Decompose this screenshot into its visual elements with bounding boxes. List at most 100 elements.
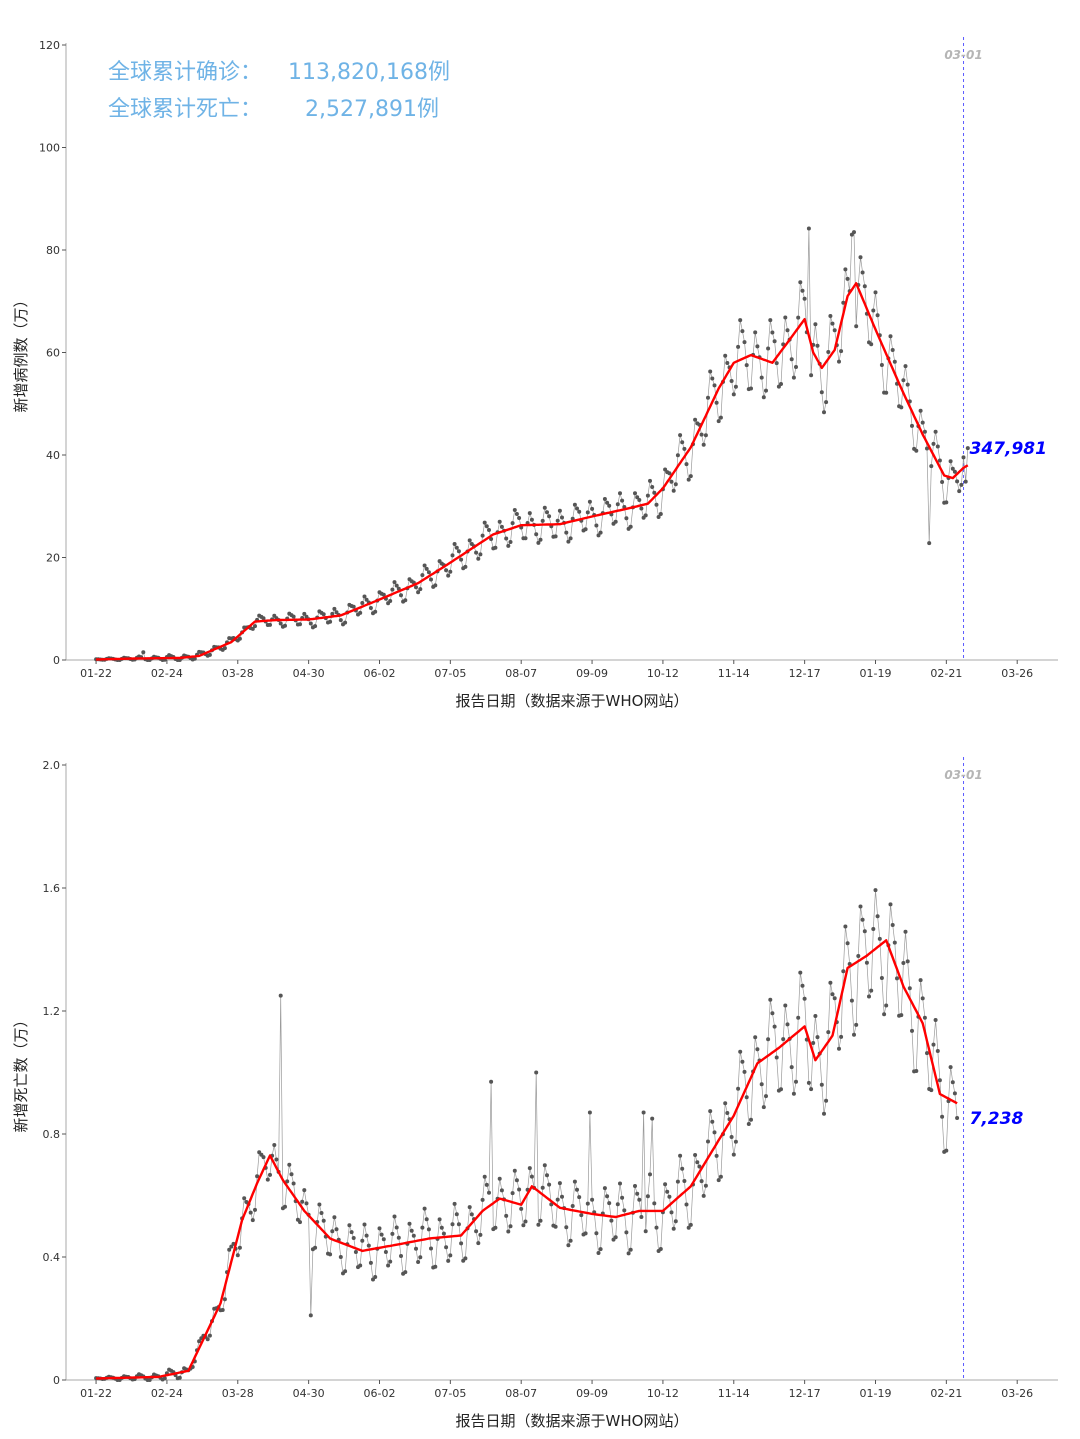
daily-point — [899, 405, 904, 410]
daily-point — [283, 1204, 287, 1209]
daily-point — [338, 618, 343, 623]
daily-point — [564, 1225, 569, 1230]
daily-point — [585, 510, 590, 515]
daily-point — [706, 395, 710, 400]
daily-point — [783, 1003, 788, 1008]
daily-point — [706, 1139, 710, 1144]
daily-point — [877, 936, 882, 941]
daily-point — [298, 622, 302, 627]
daily-point — [572, 502, 577, 507]
daily-point — [540, 1185, 545, 1190]
daily-point — [497, 1176, 502, 1181]
daily-point — [334, 610, 339, 615]
daily-points — [94, 888, 960, 1382]
daily-point — [394, 583, 399, 588]
daily-point — [321, 612, 326, 617]
daily-point — [506, 543, 511, 548]
daily-point — [618, 1181, 622, 1186]
daily-point — [671, 1226, 676, 1231]
daily-point — [283, 623, 287, 628]
daily-point — [918, 408, 923, 413]
daily-point — [832, 996, 837, 1001]
daily-point — [650, 1116, 655, 1121]
daily-point — [950, 466, 955, 471]
daily-point — [351, 604, 356, 609]
daily-point — [682, 1179, 687, 1183]
daily-point — [772, 1024, 777, 1029]
x-tick-label: 10-12 — [647, 667, 679, 680]
daily-point — [587, 1110, 592, 1115]
daily-point — [469, 1212, 474, 1217]
daily-point — [961, 455, 966, 460]
daily-point — [910, 1028, 914, 1033]
daily-point — [648, 478, 652, 483]
daily-point — [605, 500, 610, 505]
daily-point — [862, 929, 867, 934]
daily-point — [542, 1163, 547, 1168]
daily-point — [693, 417, 698, 422]
daily-point — [957, 489, 962, 494]
daily-point — [418, 587, 423, 592]
daily-point — [768, 318, 773, 323]
x-tick-label: 11-14 — [718, 1387, 750, 1400]
daily-point — [785, 1022, 790, 1027]
daily-point — [937, 1078, 942, 1083]
daily-point — [832, 328, 837, 333]
daily-point — [858, 904, 863, 909]
daily-point — [952, 469, 957, 474]
daily-point — [669, 1210, 674, 1215]
axes: 0 0.4 0.8 1.2 1.6 2.0 01-22 02-24 03-28 04-30 06-0… — [43, 759, 1058, 1400]
daily-point — [429, 1246, 433, 1251]
daily-point — [633, 1184, 637, 1188]
daily-point — [888, 334, 893, 339]
daily-point — [298, 1220, 302, 1225]
daily-point — [319, 1211, 324, 1215]
daily-point — [261, 1155, 266, 1160]
daily-point — [770, 1011, 775, 1016]
daily-point — [577, 1195, 582, 1200]
daily-point — [963, 479, 968, 484]
daily-point — [514, 512, 519, 516]
daily-point — [399, 1254, 403, 1258]
daily-point — [892, 940, 897, 945]
daily-point — [508, 1224, 513, 1229]
x-tick-label: 04-30 — [293, 667, 325, 680]
daily-point — [779, 382, 783, 386]
daily-point — [587, 499, 592, 504]
x-tick-label: 03-28 — [222, 1387, 254, 1400]
daily-point — [699, 1179, 704, 1184]
daily-point — [819, 1082, 824, 1087]
daily-point — [463, 564, 468, 569]
marker-date-label: 03-01 — [944, 768, 982, 782]
daily-point — [568, 1238, 573, 1243]
daily-point — [572, 1179, 577, 1184]
daily-point — [590, 506, 595, 511]
daily-point — [667, 471, 672, 476]
daily-point — [695, 1160, 700, 1165]
daily-point — [607, 503, 612, 508]
daily-point — [467, 1205, 472, 1210]
daily-point — [950, 1080, 955, 1085]
daily-point — [905, 382, 910, 387]
daily-point — [819, 390, 824, 395]
daily-point — [701, 442, 706, 447]
daily-point — [570, 1204, 575, 1208]
daily-point — [377, 1226, 382, 1231]
daily-point — [948, 459, 953, 464]
daily-point — [802, 296, 807, 301]
daily-point — [368, 1260, 373, 1265]
daily-point — [933, 429, 938, 434]
daily-point — [536, 540, 541, 545]
daily-point — [414, 1246, 418, 1251]
daily-point — [349, 1230, 354, 1235]
daily-point — [944, 1148, 949, 1153]
x-tick-label: 03-26 — [1001, 1387, 1033, 1400]
daily-point — [628, 1247, 633, 1252]
daily-point — [205, 1337, 210, 1342]
y-tick-label: 1.2 — [43, 1005, 61, 1018]
daily-point — [725, 1111, 730, 1115]
daily-point — [806, 1080, 811, 1085]
daily-point — [849, 998, 854, 1003]
daily-point — [512, 508, 517, 512]
daily-point — [272, 1143, 277, 1147]
